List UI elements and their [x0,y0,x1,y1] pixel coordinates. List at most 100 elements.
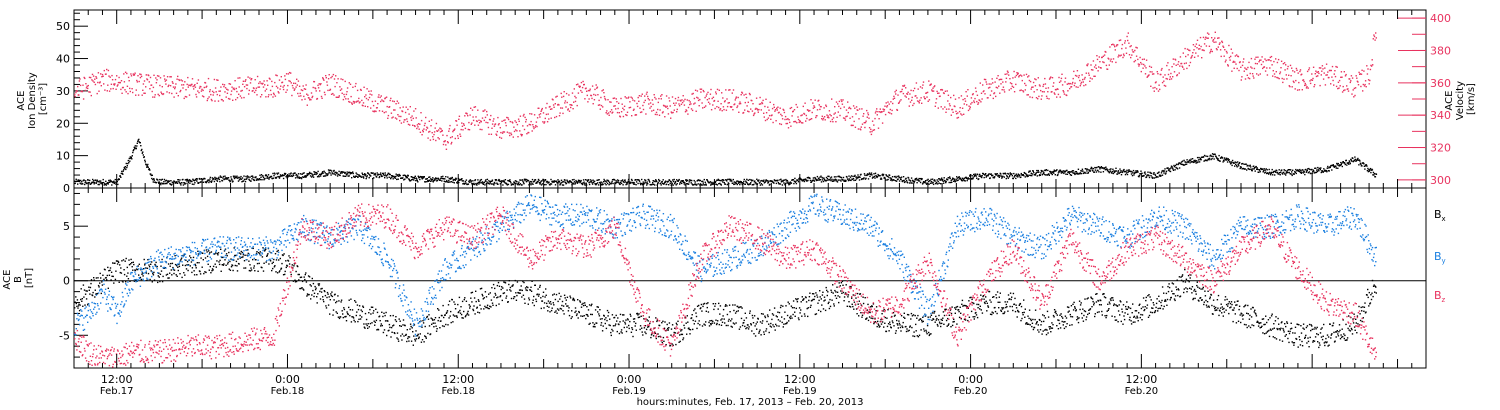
data-point [1144,171,1146,173]
data-point [842,117,845,119]
data-point [422,176,424,178]
data-point [452,130,454,133]
data-point [1328,170,1330,172]
data-point [412,117,414,120]
data-point [423,124,426,127]
data-point [193,85,195,87]
data-point [1066,94,1068,97]
data-point [327,78,330,80]
data-point [353,175,355,177]
data-point [458,179,460,181]
data-point [635,114,638,116]
data-point [1007,172,1009,175]
data-point [1353,159,1356,161]
data-point [690,179,692,181]
data-point [1088,169,1090,171]
data-point [767,106,769,108]
data-point [420,119,423,122]
data-point [438,129,440,131]
data-point [998,79,1000,81]
data-point [1183,68,1185,70]
data-point [724,100,726,102]
data-point [810,181,813,183]
data-point [1225,159,1227,161]
data-point [597,184,600,186]
data-point [371,94,373,96]
data-point [1045,169,1047,172]
data-point [871,130,873,133]
data-point [115,270,117,272]
data-point [500,131,502,134]
data-point [99,282,101,284]
data-point [76,180,78,182]
data-point [368,177,370,179]
data-point [473,182,475,185]
data-point [209,89,211,91]
data-point [453,182,455,184]
data-point [1017,176,1019,178]
data-point [355,175,357,177]
data-point [276,74,278,77]
data-point [846,176,848,178]
data-point [1137,171,1139,173]
data-point [822,119,824,121]
data-point [794,177,796,180]
data-point [111,184,113,186]
data-point [157,181,159,183]
data-point [528,131,530,134]
data-point [906,93,909,95]
data-point [1258,171,1260,173]
data-point [637,182,639,185]
data-point [355,82,357,85]
data-point [105,277,107,279]
data-point [1061,84,1064,86]
data-point [849,176,852,178]
data-point [918,177,920,180]
data-point [437,137,439,139]
data-point [422,129,424,132]
data-point [517,136,519,138]
data-point [674,97,677,100]
data-point [1148,65,1151,68]
data-point [1174,59,1177,61]
data-point [122,170,124,172]
data-point [661,94,663,96]
data-point [396,178,398,181]
density-ylabel-line2: Ion Density [27,72,38,129]
data-point [1298,170,1300,172]
data-point [1231,70,1233,72]
data-point [721,180,723,182]
data-point [720,103,722,105]
data-point [275,177,277,179]
data-point [1094,166,1096,169]
data-point [188,180,190,182]
data-point [1345,159,1347,162]
data-point [889,177,891,179]
data-point [652,103,654,106]
data-point [1210,158,1212,161]
data-point [460,178,463,181]
data-point [1049,170,1051,173]
data-point [1360,73,1363,75]
data-point [120,272,123,274]
data-point [333,94,335,96]
data-point [1305,84,1307,86]
data-point [403,174,405,176]
data-point [855,113,857,115]
data-point [127,162,129,165]
data-point [173,96,175,98]
data-point [1370,64,1372,67]
data-point [1148,176,1151,179]
data-point [483,181,486,184]
data-point [390,177,392,180]
data-point [1108,172,1111,174]
data-point [624,179,626,181]
data-point [380,95,382,97]
data-point [978,175,980,177]
data-point [995,86,997,89]
data-point [130,157,132,160]
data-point [1116,173,1119,175]
data-point [1131,171,1133,173]
data-point [1060,77,1063,80]
data-point [1167,62,1169,64]
